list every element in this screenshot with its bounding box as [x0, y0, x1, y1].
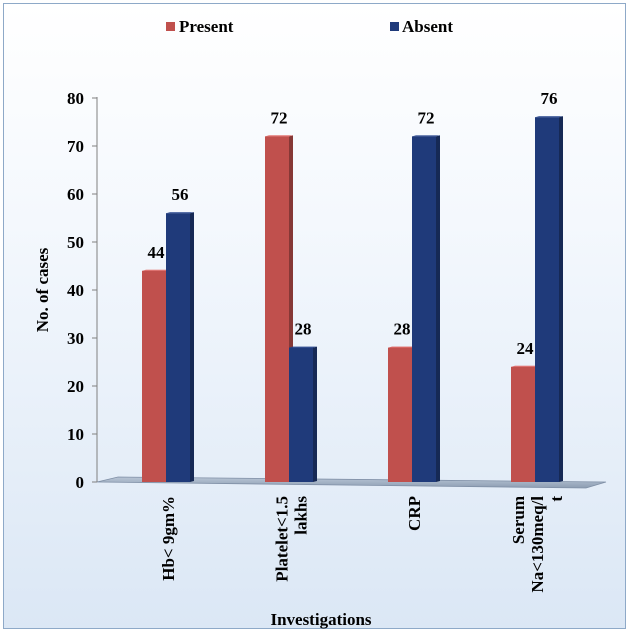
legend: Present Absent: [166, 17, 453, 36]
legend-swatch-present: [166, 22, 175, 31]
bar-present-1: [265, 136, 289, 482]
bar-top-present-3: [511, 365, 539, 367]
x-tick-label-3: Na<130meq/l: [528, 496, 547, 593]
y-tick-label: 30: [67, 329, 84, 348]
x-tick-label-1: Platelet<1.5: [273, 496, 292, 582]
data-label-present-3: 24: [517, 339, 535, 358]
bar-absent-1: [289, 347, 313, 482]
chart-frame: [3, 3, 626, 629]
y-axis-title: No. of cases: [33, 247, 52, 332]
x-tick-label-1: lakhs: [292, 496, 311, 535]
data-label-present-1: 72: [271, 108, 288, 127]
data-label-absent-0: 56: [172, 185, 189, 204]
legend-swatch-absent: [390, 22, 399, 31]
y-tick-label: 80: [67, 89, 84, 108]
x-tick-label-2: CRP: [405, 496, 424, 531]
bar-present-3: [511, 366, 535, 482]
bar-side-absent-0: [190, 212, 194, 482]
y-tick-label: 70: [67, 137, 84, 156]
data-label-absent-2: 72: [418, 108, 435, 127]
y-axis-ticks: 0 10 20 30 40 50 60 70 80: [67, 89, 97, 492]
bar-top-present-2: [388, 346, 416, 348]
y-tick-label: 40: [67, 281, 84, 300]
bar-top-absent-2: [412, 135, 440, 137]
y-tick-label: 20: [67, 377, 84, 396]
bar-present-2: [388, 347, 412, 482]
bar-side-absent-2: [436, 135, 440, 482]
y-tick-label: 50: [67, 233, 84, 252]
data-label-present-0: 44: [148, 243, 166, 262]
value-labels: 44 56 72 28 28 72 24 76: [148, 89, 558, 358]
y-tick-label: 10: [67, 425, 84, 444]
bar-absent-2: [412, 136, 436, 482]
chart-floor: [96, 476, 607, 489]
x-tick-label-3: t: [547, 496, 566, 502]
bar-top-present-0: [142, 269, 170, 271]
legend-label-absent: Absent: [402, 17, 453, 36]
x-tick-label-3: Serum: [509, 496, 528, 544]
x-axis-labels: Hb< 9gm% Platelet<1.5 lakhs CRP Serum Na<130m…: [159, 496, 566, 593]
bar-top-absent-1: [289, 346, 317, 348]
x-tick-label-0: Hb< 9gm%: [159, 496, 178, 581]
legend-label-present: Present: [179, 17, 234, 36]
x-axis-title: Investigations: [270, 610, 371, 629]
bar-absent-3: [535, 117, 559, 482]
data-label-absent-1: 28: [295, 320, 312, 339]
bar-top-absent-0: [166, 212, 194, 214]
y-tick-label: 60: [67, 185, 84, 204]
bar-side-absent-1: [313, 346, 317, 482]
data-label-present-2: 28: [394, 320, 411, 339]
bar-side-absent-3: [559, 116, 563, 482]
data-label-absent-3: 76: [541, 89, 558, 108]
y-tick-label: 0: [76, 473, 85, 492]
bars: [142, 116, 563, 482]
bar-present-0: [142, 270, 166, 482]
bar-absent-0: [166, 213, 190, 482]
bar-top-present-1: [265, 135, 293, 137]
bar-top-absent-3: [535, 116, 563, 118]
